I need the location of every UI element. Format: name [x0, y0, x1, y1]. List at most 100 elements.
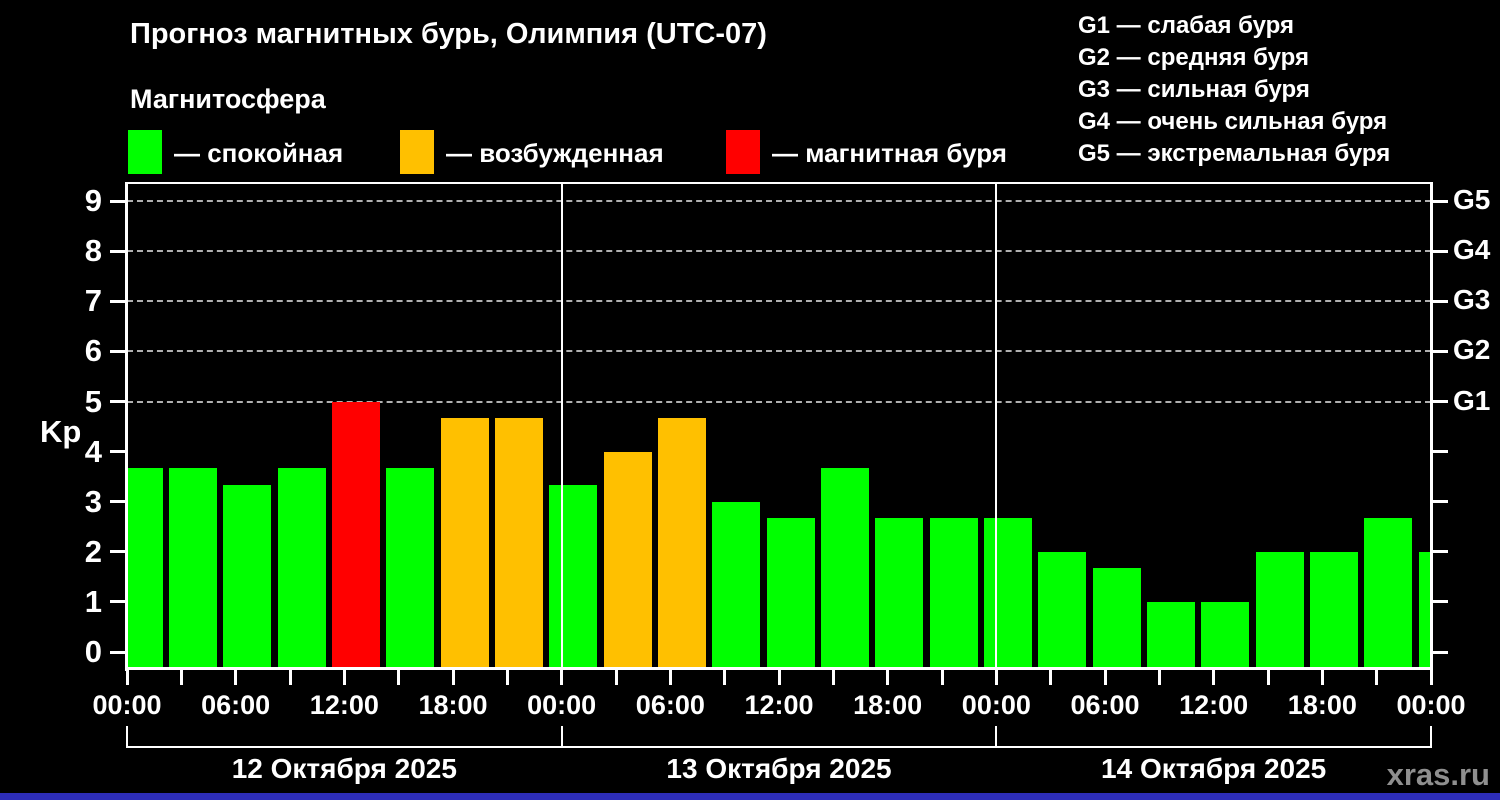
date-bracket-tick — [560, 726, 563, 748]
legend-label-excited: — возбужденная — [446, 138, 664, 168]
y-tick-left — [110, 299, 125, 303]
y-tick-right — [1433, 299, 1448, 303]
x-time-label: 00:00 — [527, 690, 597, 720]
gridline-g4 — [127, 250, 1431, 253]
kp-bar — [1146, 601, 1195, 668]
date-label: 13 Октября 2025 — [666, 753, 892, 784]
g-level-label: G1 — [1453, 384, 1491, 416]
legend-swatch-excited — [400, 130, 434, 174]
g-level-label: G2 — [1453, 334, 1491, 366]
y-axis-label: 1 — [84, 583, 102, 619]
date-bracket-line — [127, 746, 1431, 748]
y-tick-left — [110, 400, 125, 403]
x-tick — [397, 670, 401, 685]
y-tick-right — [1433, 650, 1448, 654]
kp-bar — [1418, 551, 1431, 668]
x-tick — [940, 670, 944, 685]
y-axis-line — [125, 182, 128, 671]
gridline-g1 — [127, 400, 1431, 403]
x-time-label: 12:00 — [309, 690, 379, 720]
y-tick-left — [110, 550, 125, 554]
y-axis-label: 4 — [84, 433, 102, 469]
x-tick — [342, 670, 346, 685]
x-tick — [288, 670, 292, 685]
g-level-label: G5 — [1453, 184, 1491, 216]
x-time-label: 00:00 — [92, 690, 162, 720]
y-tick-left — [110, 349, 125, 353]
kp-bar — [386, 468, 435, 668]
x-tick — [234, 670, 238, 685]
kp-bar — [168, 468, 217, 668]
x-tick — [1157, 670, 1161, 685]
kp-bar — [1309, 551, 1358, 668]
y-axis-label: 6 — [84, 333, 102, 369]
y-tick-right — [1433, 199, 1448, 203]
x-tick — [1266, 670, 1270, 685]
y-axis-label: 2 — [84, 533, 102, 569]
kp-bar — [1038, 551, 1087, 668]
y-tick-right — [1433, 450, 1448, 454]
g-legend-line: G3 — сильная буря — [1078, 76, 1310, 103]
x-tick — [994, 670, 998, 685]
x-tick — [1375, 670, 1379, 685]
y-axis-label: 9 — [84, 183, 102, 219]
kp-bar — [1201, 601, 1250, 668]
plot-top-border — [125, 182, 1433, 184]
x-axis-line — [125, 667, 1433, 670]
x-time-label: 18:00 — [853, 690, 923, 720]
y-tick-left — [110, 650, 125, 654]
legend-swatch-storm — [726, 130, 760, 174]
g-legend-line: G5 — экстремальная буря — [1078, 140, 1391, 167]
x-tick — [723, 670, 727, 685]
y-tick-left — [110, 600, 125, 604]
xras-watermark: xras.ru — [1386, 757, 1490, 792]
x-tick — [451, 670, 455, 685]
date-bracket-tick — [995, 726, 998, 748]
right-axis-line — [1430, 182, 1433, 671]
kp-bar — [603, 451, 652, 668]
y-tick-left — [110, 249, 125, 253]
y-tick-left — [110, 450, 125, 454]
g-level-label: G4 — [1453, 234, 1491, 266]
day-boundary-line — [560, 183, 563, 668]
x-tick — [505, 670, 509, 685]
kp-bar — [875, 518, 924, 668]
legend-label-quiet: — спокойная — [174, 138, 344, 168]
date-bracket-tick — [126, 726, 128, 748]
kp-bar — [983, 518, 1032, 668]
g-legend-line: G1 — слабая буря — [1078, 12, 1295, 39]
kp-bar — [277, 468, 326, 668]
kp-bar — [1364, 518, 1413, 668]
x-tick — [1429, 670, 1433, 685]
date-label: 12 Октября 2025 — [231, 753, 457, 784]
x-tick — [1212, 670, 1216, 685]
kp-bar — [929, 518, 978, 668]
x-tick — [1320, 670, 1324, 685]
x-tick — [668, 670, 672, 685]
y-tick-right — [1433, 400, 1448, 403]
gridline-g2 — [127, 350, 1431, 353]
y-axis-label: 0 — [84, 634, 102, 669]
x-time-label: 06:00 — [201, 690, 271, 720]
x-tick — [831, 670, 835, 685]
g-level-label: G3 — [1453, 284, 1491, 316]
date-bracket-tick — [1430, 726, 1432, 748]
g-scale-legend: G1 — слабая буря G2 — средняя буря G3 — си… — [1078, 10, 1390, 170]
x-time-label: 12:00 — [1179, 690, 1249, 720]
y-axis-label: 8 — [84, 233, 102, 269]
date-label: 14 Октября 2025 — [1101, 753, 1327, 784]
y-tick-left — [110, 199, 125, 203]
kp-bar — [494, 418, 543, 668]
x-tick — [1049, 670, 1053, 685]
g-legend-line: G2 — средняя буря — [1078, 44, 1309, 71]
footer-strip — [0, 793, 1500, 800]
x-time-label: 06:00 — [1070, 690, 1140, 720]
g-legend-line: G4 — очень сильная буря — [1078, 108, 1388, 135]
x-tick — [179, 670, 183, 685]
kp-bar — [440, 418, 489, 668]
y-axis-title: Kp — [40, 414, 82, 449]
x-time-label: 00:00 — [1396, 690, 1466, 720]
chart-title: Прогноз магнитных бурь, Олимпия (UTC-07) — [130, 18, 767, 50]
magnetosphere-subtitle: Магнитосфера — [130, 84, 326, 114]
kp-bar — [331, 401, 380, 668]
